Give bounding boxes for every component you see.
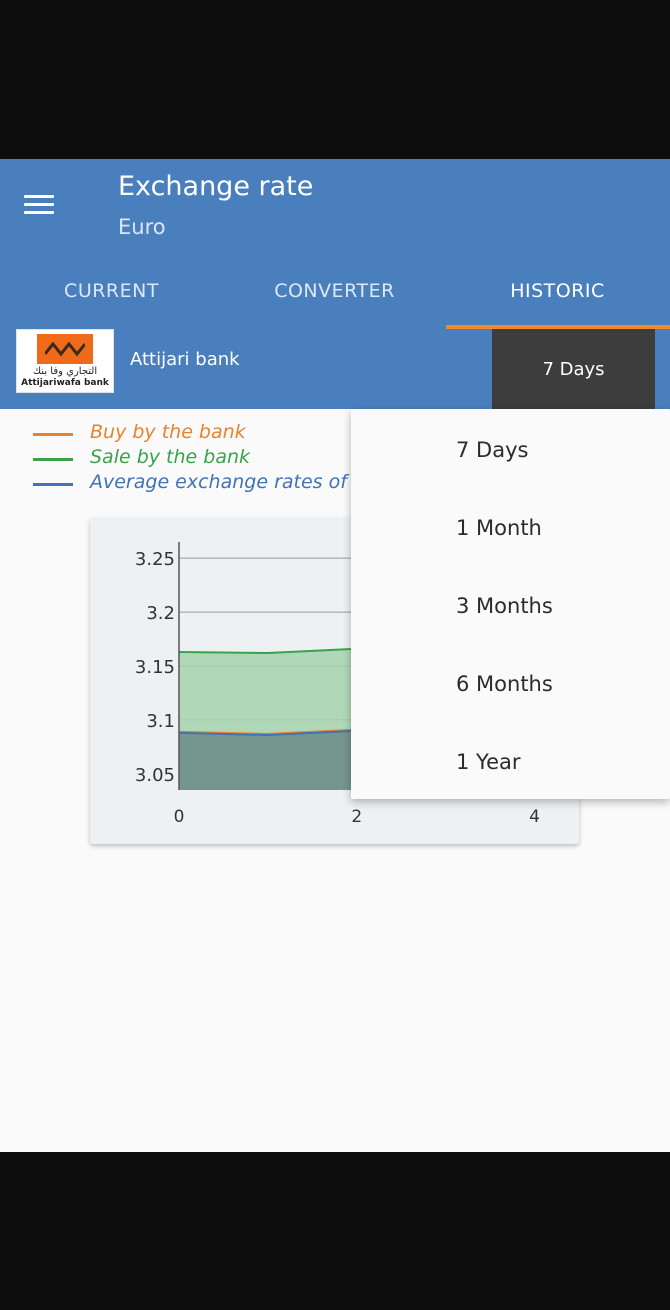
y-tick-label-1: 3.1 [146, 711, 175, 732]
hamburger-menu-icon[interactable] [24, 193, 54, 217]
y-tick-label-4: 3.25 [135, 549, 175, 570]
tab-historic[interactable]: HISTORIC [510, 280, 605, 302]
y-tick-label-0: 3.05 [135, 765, 175, 786]
legend-label-buy: Buy by the bank [90, 421, 246, 443]
x-tick-label-0: 0 [174, 807, 185, 827]
period-option-3-months[interactable]: 3 Months [456, 594, 553, 618]
tab-current[interactable]: CURRENT [64, 280, 159, 302]
bank-name: Attijari bank [130, 349, 240, 370]
bank-logo-arabic-text: التجاري وفا بنك [32, 366, 98, 377]
bank-bar: التجاري وفا بنك Attijariwafa bank Attija… [0, 329, 670, 682]
tab-converter[interactable]: CONVERTER [274, 280, 395, 302]
legend-swatch-sale [33, 458, 73, 461]
period-option-1-month[interactable]: 1 Month [456, 516, 542, 540]
series-area-2 [179, 730, 384, 790]
bank-logo-latin-text: Attijariwafa bank [21, 378, 109, 388]
bank-logo: التجاري وفا بنك Attijariwafa bank [16, 329, 114, 393]
x-tick-label-2: 4 [529, 807, 540, 827]
legend-label-average: Average exchange rates of [90, 471, 347, 493]
app-title: Exchange rate [118, 171, 314, 202]
x-tick-label-1: 2 [351, 807, 362, 827]
period-dropdown-menu: 7 Days 1 Month 3 Months 6 Months 1 Year [351, 409, 670, 799]
legend-label-sale: Sale by the bank [90, 446, 251, 468]
period-option-6-months[interactable]: 6 Months [456, 672, 553, 696]
bank-logo-mark [37, 334, 93, 364]
period-select[interactable]: 7 Days [492, 329, 655, 409]
tab-bar: CURRENT CONVERTER HISTORIC [0, 263, 670, 329]
period-option-7-days[interactable]: 7 Days [456, 438, 529, 462]
active-tab-indicator [446, 325, 670, 329]
legend-swatch-average [33, 483, 73, 486]
period-option-1-year[interactable]: 1 Year [456, 750, 521, 774]
y-tick-label-3: 3.2 [146, 603, 175, 624]
app-subtitle: Euro [118, 215, 166, 239]
legend-swatch-buy [33, 433, 73, 436]
y-tick-label-2: 3.15 [135, 657, 175, 678]
app-screen: Exchange rate Euro CURRENT CONVERTER HIS… [0, 159, 670, 1152]
app-bar: Exchange rate Euro CURRENT CONVERTER HIS… [0, 159, 670, 329]
